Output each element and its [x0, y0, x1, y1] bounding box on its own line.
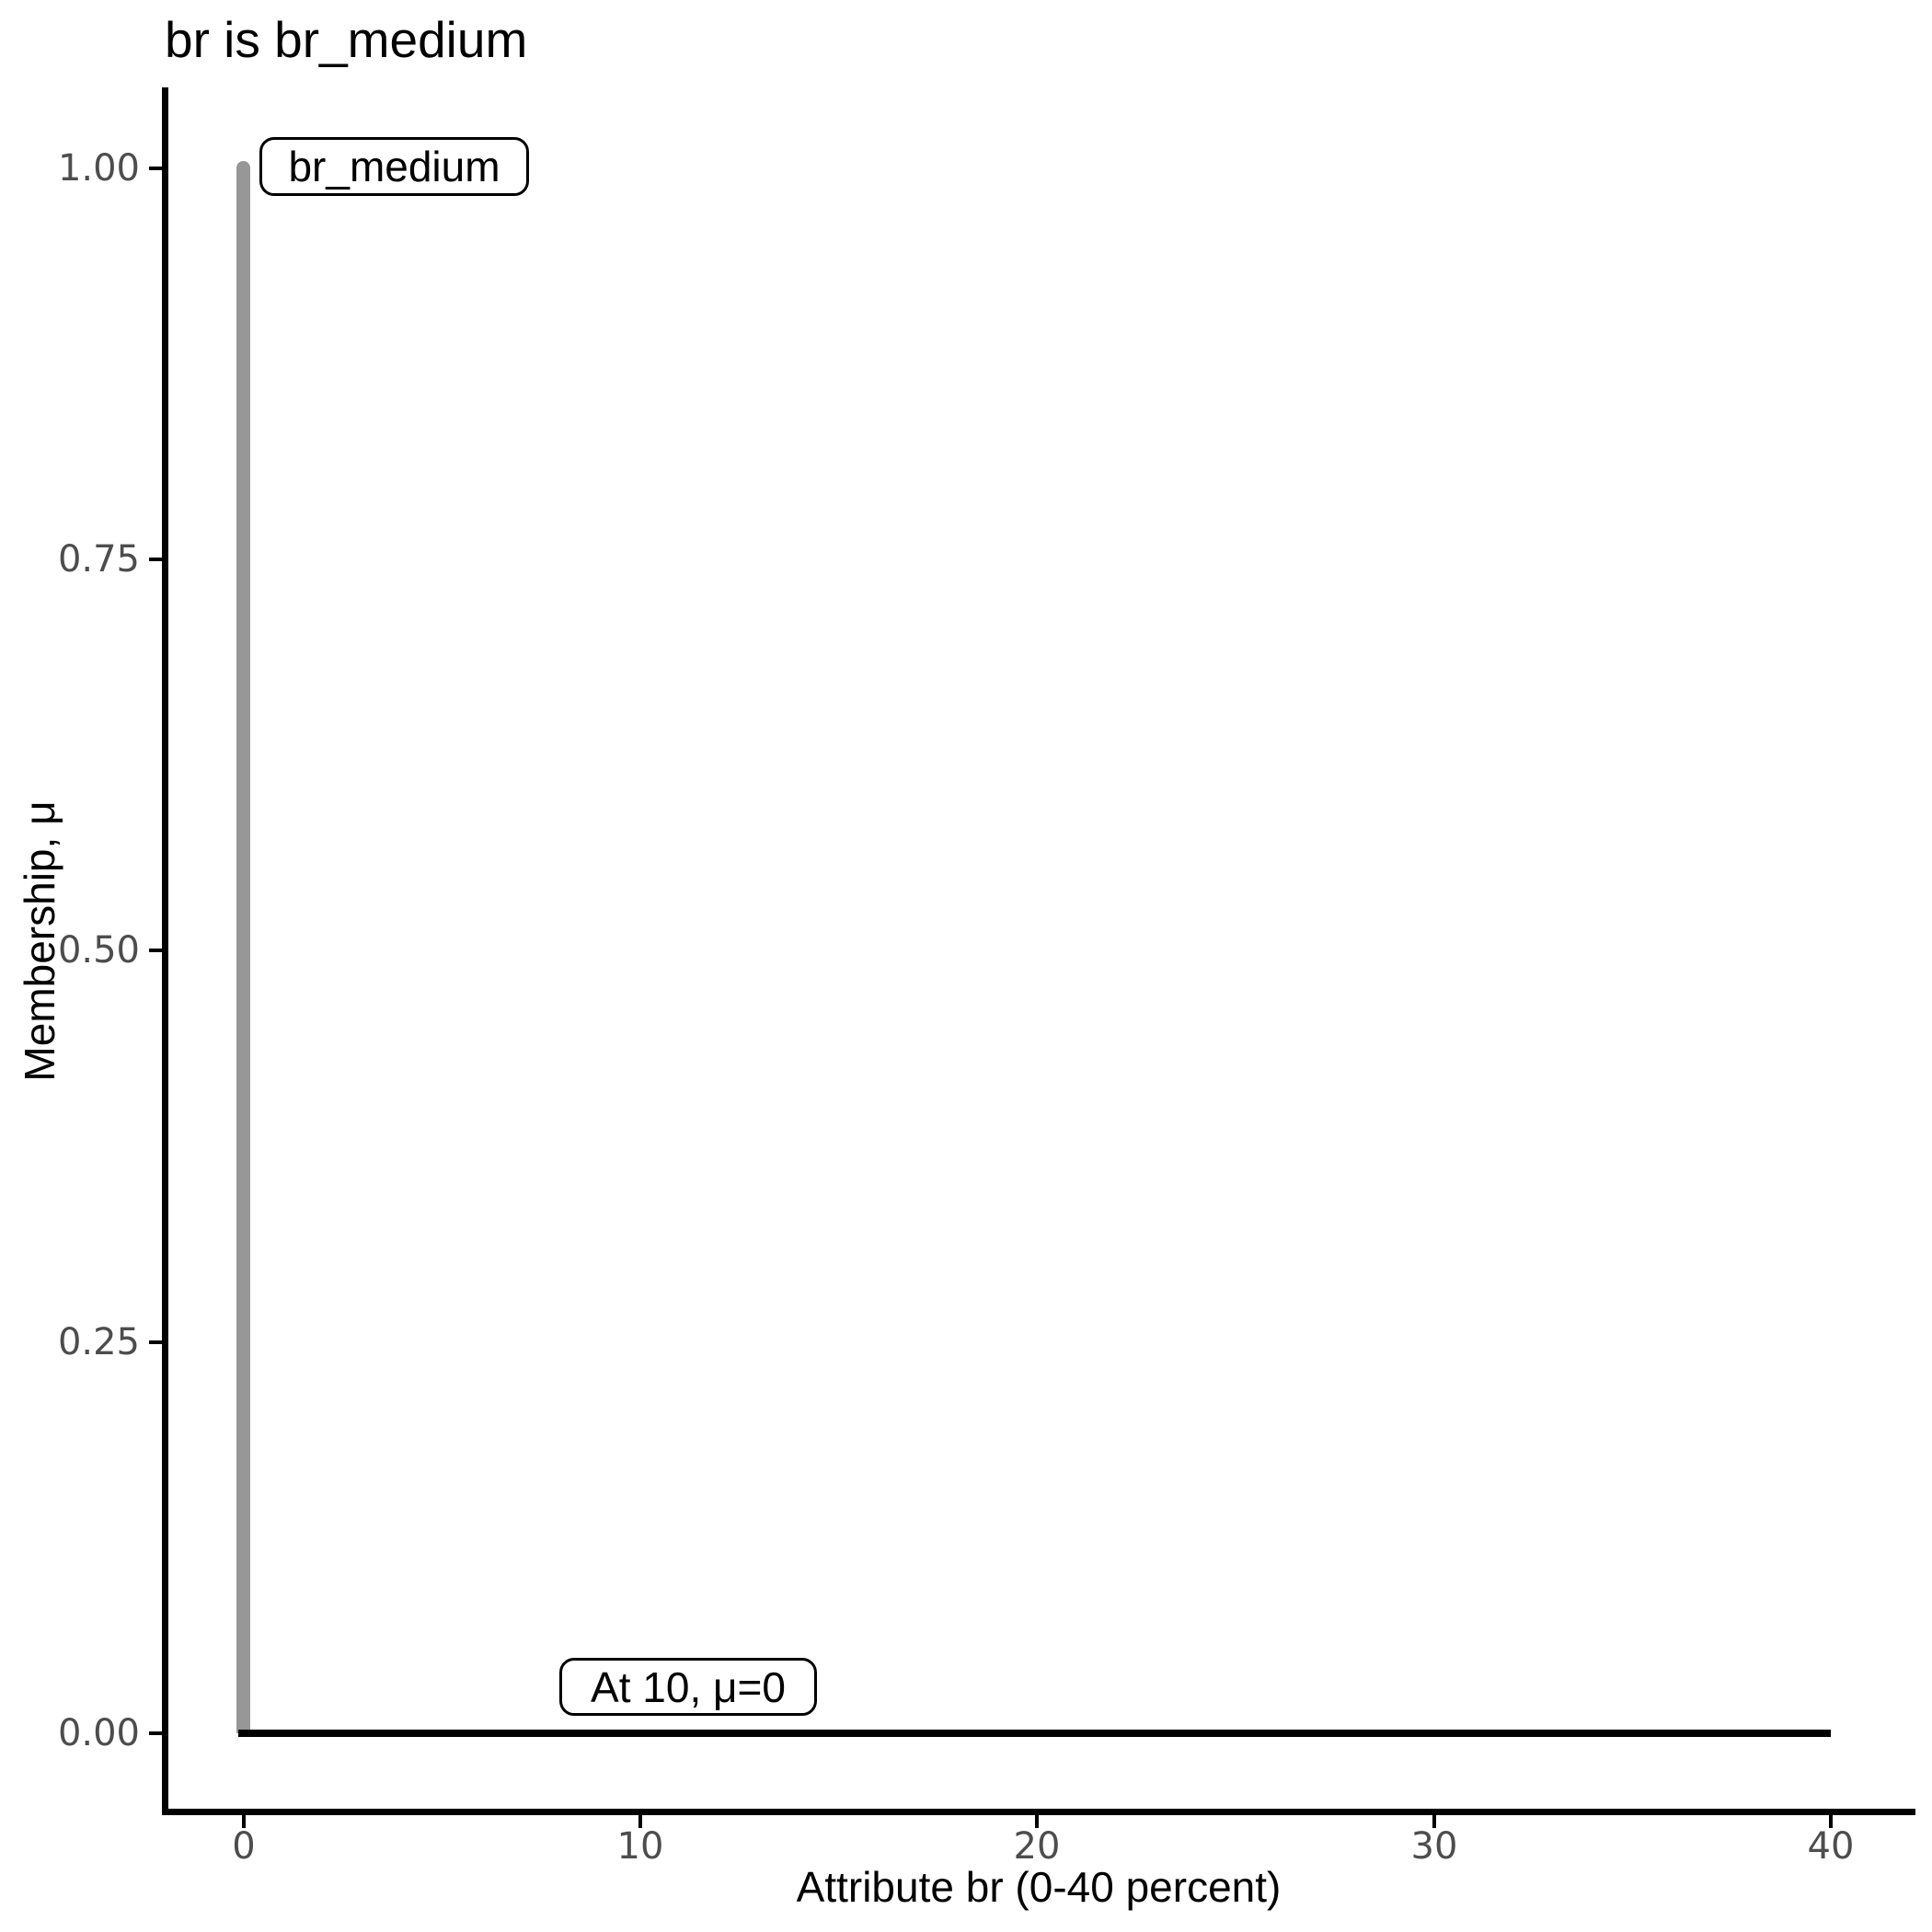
- y-tick-label-0.25: 0.25: [57, 1321, 140, 1363]
- x-tick-mark-20: [1035, 1815, 1039, 1828]
- y-axis-title: Membership, μ: [16, 800, 63, 1082]
- x-tick-label-20: 20: [1013, 1825, 1061, 1868]
- y-tick-label-1.00: 1.00: [57, 147, 140, 190]
- y-tick-mark-0.25: [149, 1340, 162, 1344]
- x-tick-mark-0: [242, 1815, 246, 1828]
- y-tick-label-0.75: 0.75: [57, 538, 140, 581]
- annotation-text-br-medium: br_medium: [288, 143, 500, 190]
- annotation-box-at-10: At 10, μ=0: [559, 1658, 817, 1716]
- x-tick-mark-10: [638, 1815, 642, 1828]
- y-tick-mark-0.50: [149, 949, 162, 952]
- x-tick-label-10: 10: [616, 1825, 664, 1868]
- x-tick-label-30: 30: [1410, 1825, 1458, 1868]
- x-axis-line: [162, 1809, 1915, 1815]
- y-axis-line: [162, 87, 168, 1815]
- plot-title: br is br_medium: [165, 11, 528, 68]
- annotation-box-br-medium: br_medium: [259, 137, 529, 196]
- zero-baseline-series: [238, 1730, 1831, 1737]
- x-tick-label-40: 40: [1807, 1825, 1855, 1868]
- y-tick-label-0.50: 0.50: [57, 929, 140, 972]
- membership-spike-series: [236, 161, 250, 1733]
- y-tick-label-0.00: 0.00: [57, 1712, 140, 1754]
- x-tick-label-0: 0: [232, 1825, 256, 1868]
- annotation-text-at-10: At 10, μ=0: [591, 1662, 786, 1711]
- y-tick-mark-0.75: [149, 558, 162, 561]
- x-axis-title: Attribute br (0-40 percent): [796, 1863, 1282, 1911]
- x-tick-mark-30: [1432, 1815, 1436, 1828]
- y-tick-mark-1.00: [149, 167, 162, 170]
- x-tick-mark-40: [1829, 1815, 1833, 1828]
- y-tick-mark-0.00: [149, 1731, 162, 1735]
